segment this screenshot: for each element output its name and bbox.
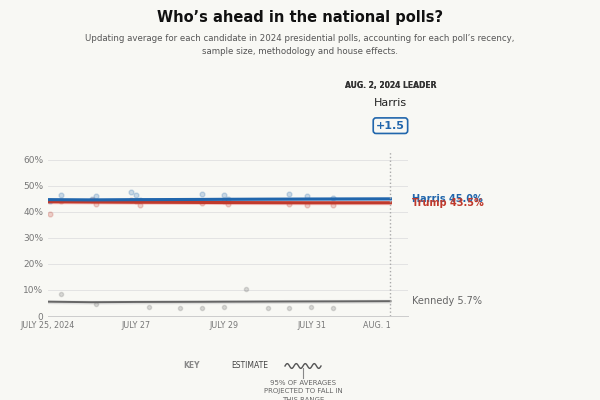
Point — [197, 304, 206, 311]
Text: AUG. 2, 2024 LEADER: AUG. 2, 2024 LEADER — [344, 81, 436, 90]
Point — [302, 202, 312, 208]
Text: AUG. 2, 2024 LEADER: AUG. 2, 2024 LEADER — [344, 81, 436, 90]
Point — [127, 189, 136, 196]
Text: Kennedy 5.7%: Kennedy 5.7% — [412, 296, 482, 306]
Point — [219, 304, 229, 310]
Point — [127, 197, 136, 203]
Point — [329, 194, 338, 201]
Point — [91, 193, 101, 200]
Point — [91, 301, 101, 308]
Point — [131, 198, 140, 205]
Point — [197, 190, 206, 197]
Point — [329, 202, 338, 208]
Point — [284, 304, 294, 311]
Point — [87, 196, 97, 202]
Point — [284, 201, 294, 207]
Text: Harris: Harris — [374, 98, 407, 108]
Point — [91, 201, 101, 207]
Point — [144, 304, 154, 310]
Point — [263, 305, 272, 311]
Point — [219, 198, 229, 205]
Point — [307, 304, 316, 310]
Text: ESTIMATE: ESTIMATE — [231, 362, 268, 370]
Point — [56, 198, 66, 205]
Point — [136, 202, 145, 208]
Point — [223, 201, 233, 207]
Text: +1.5: +1.5 — [376, 121, 405, 131]
Point — [131, 192, 140, 198]
Text: 95% OF AVERAGES
PROJECTED TO FALL IN
THIS RANGE: 95% OF AVERAGES PROJECTED TO FALL IN THI… — [263, 380, 343, 400]
Text: Trump 43.5%: Trump 43.5% — [412, 198, 484, 208]
Point — [56, 192, 66, 198]
Point — [241, 286, 250, 292]
Text: Who’s ahead in the national polls?: Who’s ahead in the national polls? — [157, 10, 443, 25]
Point — [87, 197, 97, 203]
Point — [46, 211, 55, 218]
Point — [284, 190, 294, 197]
Point — [136, 197, 145, 203]
Text: KEY: KEY — [184, 362, 200, 370]
Text: Harris 45.0%: Harris 45.0% — [412, 194, 482, 204]
Point — [302, 193, 312, 200]
Point — [56, 291, 66, 297]
Point — [175, 305, 185, 311]
Point — [46, 198, 55, 205]
Point — [223, 196, 233, 202]
Text: Updating average for each candidate in 2024 presidential polls, accounting for e: Updating average for each candidate in 2… — [85, 34, 515, 56]
Point — [219, 192, 229, 198]
Point — [329, 305, 338, 311]
Point — [197, 200, 206, 206]
